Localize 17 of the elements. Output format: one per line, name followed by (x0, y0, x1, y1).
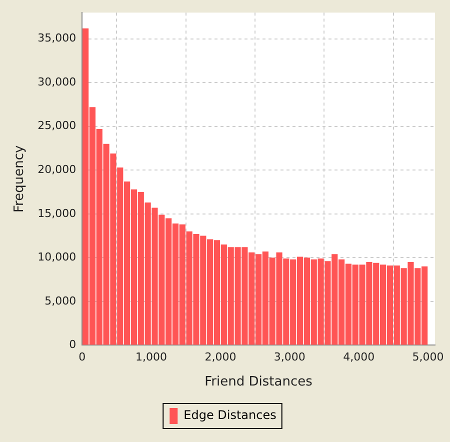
x-tick-label: 0 (78, 350, 86, 364)
y-tick-label: 25,000 (38, 119, 76, 132)
x-axis-title: Friend Distances (204, 374, 313, 390)
y-tick-label: 15,000 (38, 206, 76, 220)
y-tick-label: 35,000 (38, 32, 76, 45)
x-tick-label: 5,000 (412, 350, 444, 364)
x-tick-label: 2,000 (204, 350, 236, 364)
y-tick-label: 5,000 (44, 294, 76, 308)
y-tick-label: 0 (69, 338, 76, 352)
y-axis-title: Frequency (12, 145, 28, 212)
x-tick-label: 1,000 (136, 350, 168, 364)
y-tick-label: 30,000 (38, 75, 76, 88)
x-tick-label: 4,000 (343, 350, 375, 364)
y-tick-label: 20,000 (38, 163, 76, 176)
y-tick-label: 10,000 (38, 250, 76, 264)
legend-label: Edge Distances (184, 408, 276, 422)
x-tick-label: 3,000 (274, 350, 306, 364)
